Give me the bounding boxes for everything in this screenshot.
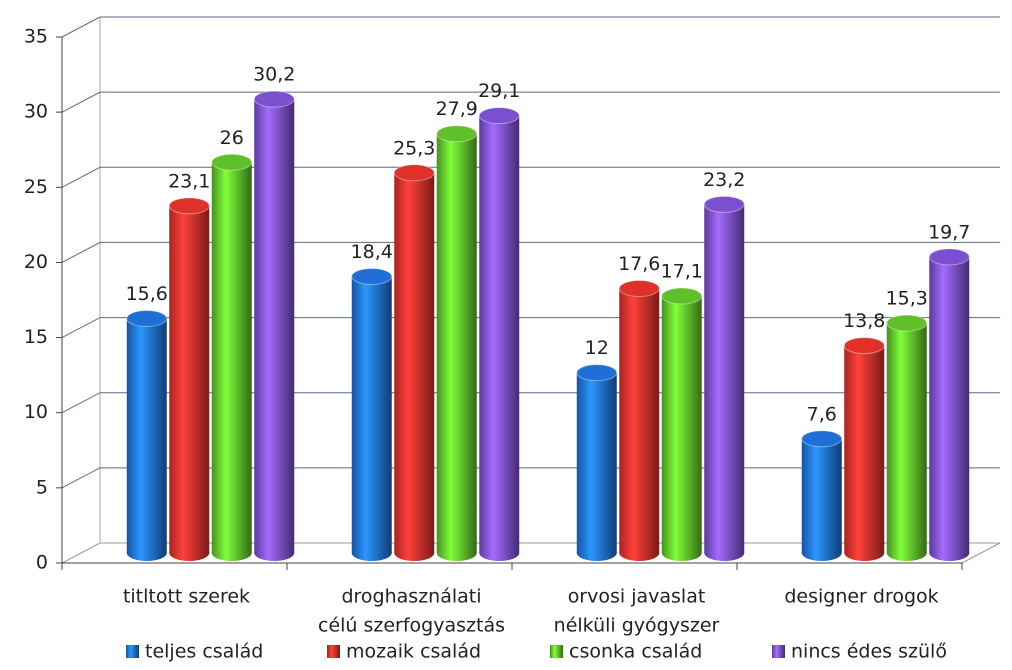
bar (254, 99, 295, 553)
x-tick-label: orvosi javaslat (568, 586, 706, 608)
value-label: 17,6 (618, 253, 660, 275)
bar-top (703, 195, 745, 213)
bar (436, 133, 477, 553)
value-label: 12 (585, 337, 609, 359)
value-label: 7,6 (807, 403, 837, 425)
x-tick-label: titltott szerek (123, 586, 250, 608)
bar-base (254, 545, 295, 561)
bar (661, 296, 702, 553)
bar-top (393, 164, 435, 182)
x-tick-label: droghasználati (341, 586, 481, 608)
legend-swatch (126, 645, 139, 658)
y-tick-label: 35 (24, 26, 48, 48)
legend-swatch (550, 645, 563, 658)
bar (704, 204, 745, 553)
value-label: 15,6 (126, 283, 168, 305)
bar (351, 276, 392, 553)
bar-top (478, 107, 520, 125)
x-tick-label: nélküli gyógyszer (554, 615, 720, 637)
bar-top (928, 248, 970, 266)
bar-top (843, 337, 885, 355)
legend-label: csonka család (569, 641, 702, 663)
y-tick-label: 5 (36, 476, 48, 498)
bar-top (211, 153, 253, 171)
value-label: 23,1 (168, 170, 210, 192)
bar-top (618, 279, 660, 297)
grid-line (61, 91, 1000, 113)
bar (619, 288, 660, 553)
x-tick-label: célú szerfogyasztás (318, 615, 505, 637)
bar (211, 162, 252, 553)
bar-base (479, 545, 520, 561)
value-label: 25,3 (393, 137, 435, 159)
y-tick-label: 20 (24, 251, 48, 273)
bar-top (126, 310, 168, 328)
grid-line (61, 166, 1000, 188)
bar-top (253, 90, 295, 108)
bar (929, 256, 970, 553)
bar-top (436, 125, 478, 143)
legend-label: teljes család (145, 641, 263, 663)
bar-base (436, 545, 477, 561)
y-tick-label: 10 (24, 401, 48, 423)
bar (479, 115, 520, 553)
y-tick-label: 25 (24, 176, 48, 198)
value-label: 30,2 (253, 64, 295, 86)
legend-swatch (327, 645, 340, 658)
bar-base (704, 545, 745, 561)
bar-top (661, 287, 703, 305)
bar-base (929, 545, 970, 561)
floor-edge (961, 542, 1001, 564)
legend-label: mozaik család (346, 641, 481, 663)
bar (169, 205, 210, 553)
bar (394, 172, 435, 553)
value-label: 15,3 (886, 288, 928, 310)
value-label: 17,1 (661, 261, 703, 283)
value-label: 23,2 (703, 169, 745, 191)
bar (886, 323, 927, 553)
value-label: 19,7 (928, 221, 970, 243)
bar (576, 372, 617, 553)
bar-base (169, 545, 210, 561)
x-tick-label: designer drogok (784, 586, 938, 608)
value-label: 13,8 (843, 310, 885, 332)
bar-base (661, 545, 702, 561)
bar-top (801, 430, 843, 448)
grid-line (61, 241, 1000, 263)
y-tick-label: 15 (24, 326, 48, 348)
bar (844, 345, 885, 553)
bar-base (211, 545, 252, 561)
value-label: 18,4 (351, 241, 393, 263)
legend-swatch (772, 645, 785, 658)
bar-base (886, 545, 927, 561)
bar-top (576, 364, 618, 382)
bar-top (168, 197, 210, 215)
value-label: 27,9 (436, 98, 478, 120)
bar-base (351, 545, 392, 561)
bar-base (619, 545, 660, 561)
bar (126, 318, 167, 553)
grid-line (61, 16, 1000, 38)
bar-base (576, 545, 617, 561)
bar-top (351, 267, 393, 285)
y-tick-label: 30 (24, 101, 48, 123)
bar (801, 438, 842, 553)
bar-base (126, 545, 167, 561)
value-label: 26 (220, 127, 244, 149)
bar-base (844, 545, 885, 561)
bar-top (886, 314, 928, 332)
bar-base (801, 545, 842, 561)
bar-base (394, 545, 435, 561)
y-tick-label: 0 (36, 552, 48, 574)
value-label: 29,1 (478, 80, 520, 102)
legend-label: nincs édes szülő (791, 641, 947, 663)
